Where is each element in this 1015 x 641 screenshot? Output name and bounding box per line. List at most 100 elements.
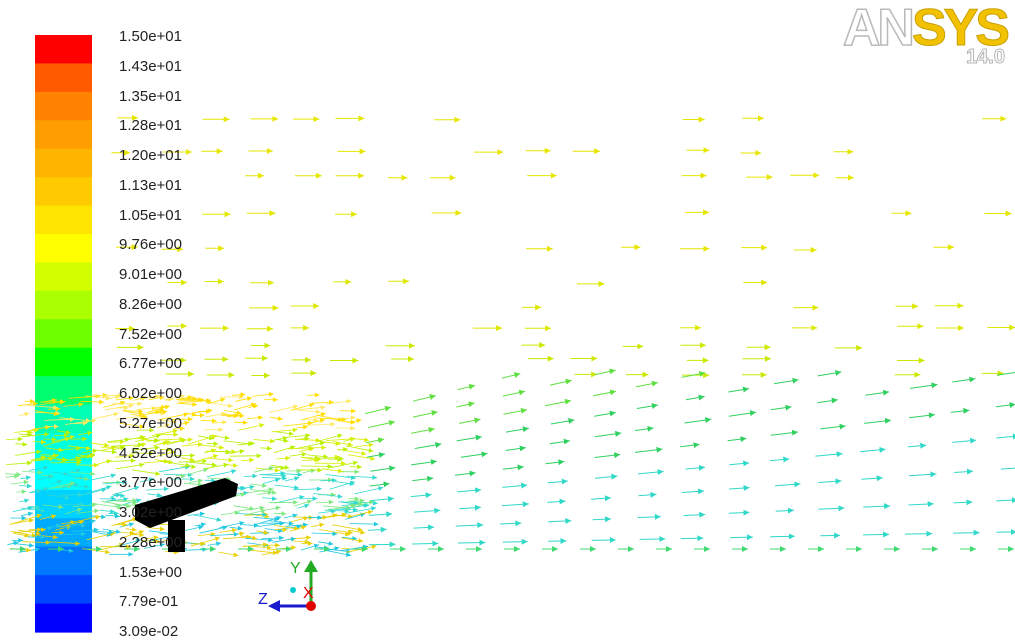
velocity-arrow	[207, 397, 226, 405]
velocity-arrow	[10, 479, 29, 485]
axes-triad: Y Z X	[258, 560, 318, 612]
velocity-arrow	[255, 467, 280, 473]
velocity-arrow	[820, 423, 846, 430]
velocity-arrow	[320, 478, 337, 483]
velocity-arrow	[460, 451, 488, 458]
velocity-arrow	[500, 520, 522, 527]
velocity-arrow	[953, 529, 980, 536]
velocity-arrow	[241, 457, 255, 463]
velocity-arrow	[157, 423, 170, 429]
velocity-arrow	[455, 522, 484, 529]
velocity-arrow	[261, 549, 282, 556]
legend-label: 9.76e+00	[119, 236, 182, 254]
velocity-arrow	[66, 474, 85, 480]
velocity-arrow	[19, 498, 30, 504]
velocity-arrow	[42, 504, 64, 510]
velocity-arrow	[253, 516, 280, 522]
velocity-arrow	[260, 445, 272, 451]
velocity-arrow	[180, 457, 196, 462]
legend-swatch	[35, 148, 92, 178]
velocity-arrow	[234, 402, 257, 411]
velocity-arrow	[502, 538, 528, 545]
velocity-arrow	[346, 418, 362, 424]
velocity-arrow	[456, 401, 475, 408]
velocity-arrow	[818, 478, 842, 485]
velocity-arrow	[591, 495, 611, 502]
velocity-arrow	[639, 536, 666, 543]
velocity-arrow	[220, 413, 245, 419]
velocity-arrow	[334, 481, 355, 486]
velocity-arrow	[307, 392, 320, 398]
legend-label: 7.79e-01	[119, 593, 179, 611]
velocity-arrow	[250, 483, 267, 488]
velocity-arrow	[502, 482, 528, 489]
logo-version: 14.0	[966, 46, 1006, 69]
velocity-arrow	[341, 536, 358, 541]
velocity-arrow	[285, 522, 309, 528]
velocity-arrow	[683, 511, 706, 518]
velocity-arrow	[727, 436, 747, 443]
velocity-arrow	[103, 400, 126, 408]
velocity-arrow	[284, 476, 300, 482]
velocity-arrow	[206, 457, 234, 463]
velocity-arrow	[775, 507, 794, 514]
velocity-arrow	[30, 453, 60, 462]
velocity-arrow	[368, 511, 393, 518]
velocity-arrow	[47, 494, 70, 500]
velocity-arrow	[318, 509, 337, 514]
velocity-arrow	[368, 420, 396, 428]
velocity-arrow	[262, 477, 281, 484]
velocity-arrow	[995, 402, 1015, 409]
velocity-arrow	[328, 454, 340, 460]
velocity-arrow	[88, 473, 117, 481]
velocity-arrow	[125, 435, 146, 441]
velocity-arrow	[860, 446, 886, 453]
velocity-arrow	[14, 527, 43, 534]
velocity-arrow	[160, 419, 178, 424]
velocity-arrow	[290, 516, 309, 523]
velocity-arrow	[818, 505, 845, 512]
velocity-arrow	[144, 542, 165, 549]
velocity-arrow	[224, 449, 245, 455]
legend-label: 2.28e+00	[119, 533, 182, 551]
velocity-arrow	[73, 502, 97, 508]
velocity-arrow	[314, 417, 347, 422]
velocity-arrow	[55, 481, 76, 487]
velocity-arrow	[770, 429, 799, 436]
velocity-arrow	[684, 417, 712, 424]
velocity-arrow	[42, 398, 57, 403]
velocity-arrow	[60, 482, 80, 489]
velocity-arrow	[115, 395, 134, 401]
velocity-arrow	[996, 372, 1015, 376]
velocity-arrow	[365, 437, 385, 444]
velocity-arrow	[348, 529, 366, 535]
velocity-arrow	[317, 512, 347, 520]
velocity-arrow	[136, 436, 148, 442]
legend-swatch	[35, 177, 92, 207]
velocity-arrow	[347, 454, 376, 461]
legend-label: 6.77e+00	[119, 355, 182, 373]
velocity-arrow	[30, 489, 42, 494]
velocity-arrow	[17, 529, 41, 536]
legend-swatch	[35, 120, 92, 150]
velocity-arrow	[64, 418, 97, 425]
velocity-arrow	[81, 485, 112, 496]
velocity-arrow	[223, 440, 253, 447]
velocity-arrow	[147, 404, 170, 413]
velocity-arrow	[861, 475, 883, 482]
velocity-arrow	[728, 509, 750, 516]
velocity-arrow	[953, 499, 973, 506]
velocity-arrow	[244, 484, 255, 490]
velocity-arrow	[187, 511, 205, 517]
velocity-arrow	[37, 474, 54, 481]
velocity-arrow	[345, 512, 366, 520]
legend-label: 8.26e+00	[119, 295, 182, 313]
legend-swatch	[35, 91, 92, 121]
velocity-arrow	[770, 404, 792, 411]
velocity-arrow	[19, 483, 32, 489]
velocity-arrow	[457, 383, 476, 391]
velocity-arrow	[40, 399, 65, 405]
velocity-arrow	[229, 453, 262, 459]
